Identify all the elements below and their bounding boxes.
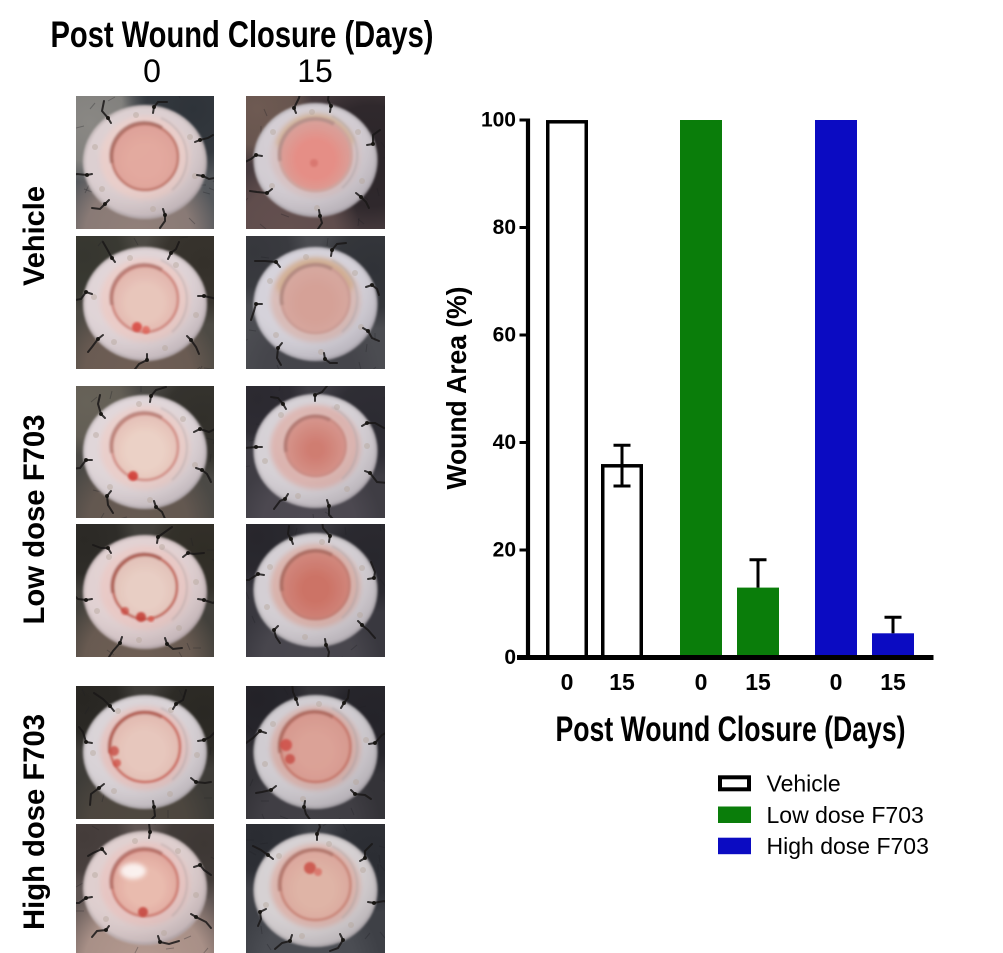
svg-text:0: 0 — [143, 53, 161, 89]
svg-text:60: 60 — [493, 324, 516, 347]
svg-text:20: 20 — [493, 539, 516, 562]
svg-text:High dose F703: High dose F703 — [18, 714, 51, 930]
svg-text:Post Wound Closure (Days): Post Wound Closure (Days) — [51, 14, 434, 55]
svg-text:0: 0 — [830, 669, 843, 695]
svg-text:15: 15 — [880, 669, 906, 695]
svg-text:Vehicle: Vehicle — [767, 771, 841, 797]
svg-text:0: 0 — [695, 669, 708, 695]
svg-text:0: 0 — [504, 646, 516, 669]
svg-text:Post Wound Closure (Days): Post Wound Closure (Days) — [556, 710, 906, 749]
svg-text:0: 0 — [561, 669, 574, 695]
svg-text:15: 15 — [609, 669, 635, 695]
svg-text:15: 15 — [745, 669, 771, 695]
svg-text:Wound Area (%): Wound Area (%) — [441, 287, 472, 490]
svg-text:Vehicle: Vehicle — [18, 186, 51, 286]
svg-text:100: 100 — [481, 109, 516, 132]
svg-text:High dose F703: High dose F703 — [767, 833, 929, 859]
svg-text:Low dose F703: Low dose F703 — [767, 802, 924, 828]
svg-text:Low dose F703: Low dose F703 — [18, 415, 51, 625]
svg-text:15: 15 — [297, 53, 333, 89]
svg-text:80: 80 — [493, 216, 516, 239]
svg-text:40: 40 — [493, 431, 516, 454]
